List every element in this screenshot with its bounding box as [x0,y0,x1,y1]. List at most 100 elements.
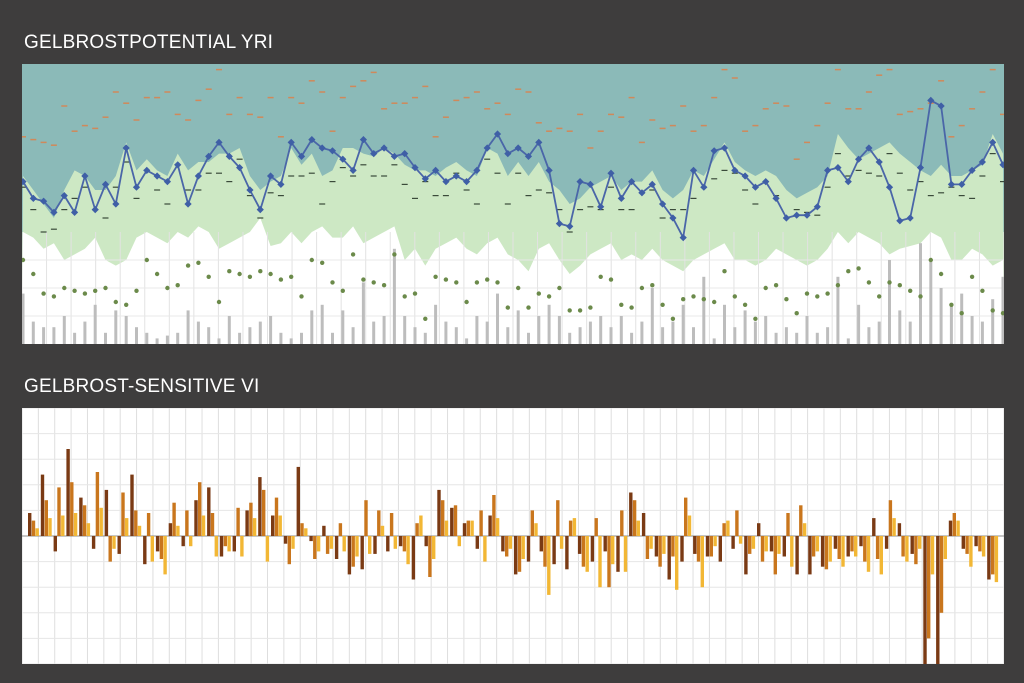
bar [841,536,845,567]
bar [735,510,739,536]
plot-area-top [22,64,1004,344]
gray-bars [22,243,1004,344]
diamond-point [514,144,522,152]
diamond-point [875,158,883,166]
bar [731,536,735,549]
gray-bar [135,327,138,344]
bar [636,520,640,536]
bar [923,536,927,664]
bar [125,518,129,536]
bar [675,536,679,590]
green-dots [22,252,1004,321]
green-dot [526,305,531,310]
bar [846,536,850,557]
bar [811,536,816,557]
bar [978,536,982,552]
green-dot [309,257,314,263]
diamond-point [50,208,58,216]
bar [726,520,730,536]
bar [176,525,180,536]
bar [342,536,346,552]
diamond-point [720,144,729,152]
bar [466,520,470,536]
diamond-point [679,234,687,242]
gray-bar [310,310,314,344]
diamond-point [462,178,471,186]
diamond-point [689,166,698,174]
bar [641,513,646,536]
green-dot [742,302,748,307]
diamond-point [493,130,502,138]
gray-bar [960,293,964,344]
bar [939,536,944,613]
diamond-point [215,138,223,146]
gray-bar [671,321,675,344]
bar [108,536,112,562]
bar [444,520,449,536]
bar [143,536,147,565]
diamond-point [483,144,491,152]
diamond-point [277,180,285,188]
green-dot [402,294,407,299]
bar [134,510,138,536]
gray-bar [196,321,200,344]
bar [457,536,461,547]
gray-bar [52,327,56,344]
diamond-point [968,166,976,174]
bar [572,518,577,536]
green-dot [237,271,242,277]
diamond-point [617,194,625,202]
bar [795,536,799,575]
diamond-point [700,183,708,191]
bar [377,510,381,536]
bar [117,536,121,554]
bar [48,518,52,536]
bar [854,536,858,557]
gray-bar [733,327,737,344]
bar [389,513,394,536]
green-dot [897,283,902,288]
bar [897,523,902,536]
bar [722,523,726,536]
diamond-point [947,180,956,188]
bar [859,536,863,547]
green-dot [474,280,480,285]
gray-bar [372,321,376,344]
gray-bar [991,299,995,344]
gray-bar [578,327,582,344]
diamond-point [194,172,202,180]
diamond-point [710,147,718,155]
gray-bar [919,243,922,344]
bar [79,497,83,536]
diamond-point [246,186,254,194]
green-dot [877,294,882,299]
gray-bar [341,310,345,344]
diamond-point [958,180,966,188]
green-dot [72,288,77,293]
green-dot [22,257,26,263]
green-dot [908,288,913,293]
gray-bar [898,310,902,344]
gray-bar [826,327,830,344]
bar [543,536,547,567]
bar [428,536,432,577]
gray-bar [784,327,788,344]
bar [782,536,786,557]
green-dot [722,269,727,274]
bar [360,536,364,570]
bar [475,536,479,549]
diamond-point [854,155,863,163]
green-dot [536,291,541,296]
bar [629,492,633,536]
bar [432,536,436,559]
bar [530,510,534,536]
bar [952,513,956,536]
green-dot [485,277,490,282]
gray-bar [836,276,840,344]
bar [828,536,832,562]
bar [262,489,266,536]
bar [198,482,202,536]
bar [581,536,586,567]
bar [594,518,598,536]
gray-bar [403,316,407,344]
